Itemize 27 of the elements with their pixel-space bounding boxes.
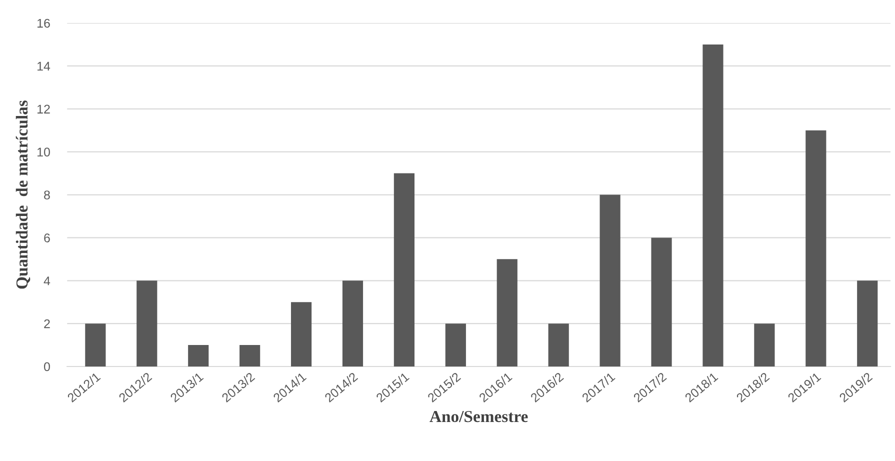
x-axis-title: Ano/Semestre [430,410,528,422]
bar [806,130,826,366]
bar [857,280,878,366]
bar [754,324,775,366]
bar [136,280,158,366]
bar [85,324,106,366]
bar [394,173,414,366]
y-tick-label: 4 [44,276,50,286]
y-tick-label: 8 [44,190,50,200]
y-tick-label: 12 [38,104,50,114]
y-tick-label: 6 [44,234,50,242]
y-tick-label: 2 [44,319,50,328]
y-tick-label: 0 [44,362,50,372]
y-tick-label: 10 [38,148,50,156]
bar [240,345,260,366]
y-axis-title: Quantidade de matrículas [16,100,30,289]
bar [188,345,209,366]
bar [290,302,312,366]
bar [445,324,466,366]
bar [548,324,569,366]
y-tick-label: 16 [38,18,50,28]
bar [342,280,364,366]
bar [496,259,518,366]
bar [702,44,724,366]
y-tick-label: 14 [38,62,50,71]
bar [651,238,672,366]
bar [600,194,620,366]
